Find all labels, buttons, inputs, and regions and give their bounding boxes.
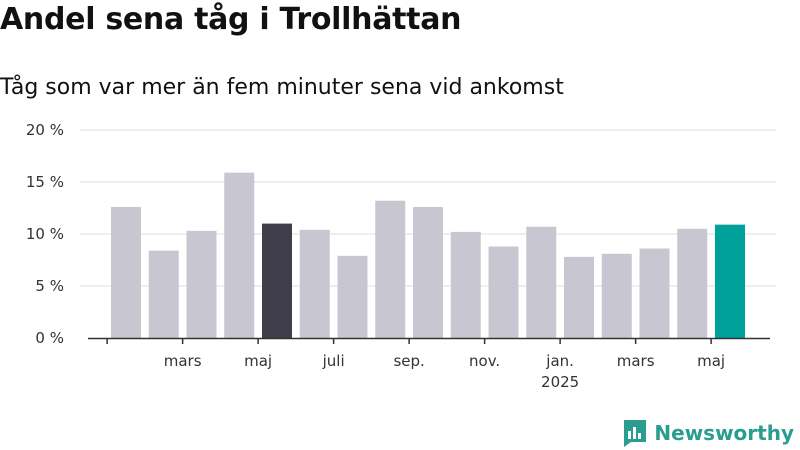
bar [299,229,330,338]
x-tick-label: mars [617,352,655,370]
x-tick-label: juli [322,352,345,370]
bar [262,223,292,338]
x-tick-label: maj [697,352,725,370]
x-tick-label: jan. [545,352,574,370]
x-tick-label: mars [164,352,202,370]
bar [224,172,255,338]
x-axis: mars maj juli sep. nov. jan. 2025 mars maj [88,337,770,391]
bar [488,246,519,338]
bar [601,253,632,338]
x-tick-sublabel: 2025 [541,373,579,391]
bar [186,230,217,338]
chart-title: Andel sena tåg i Trollhättan [0,2,462,37]
y-axis-ticks: 0 % 5 % 10 % 15 % 20 % [26,121,64,347]
bar [148,250,179,338]
bar [677,228,708,338]
x-tick-label: maj [244,352,272,370]
x-tick-label: nov. [469,352,500,370]
bar [450,231,481,338]
chart-subtitle: Tåg som var mer än fem minuter sena vid … [0,75,564,100]
bar [564,256,594,338]
bars [111,172,745,338]
newsworthy-brand: Newsworthy [622,418,794,448]
bar [375,200,406,338]
x-tick-label: sep. [393,352,424,370]
bar-chart-logo-icon [624,420,647,447]
brand-name: Newsworthy [654,421,794,445]
bar [413,206,443,338]
y-tick-label: 15 % [26,173,64,191]
bar [715,224,745,338]
y-tick-label: 0 % [35,329,64,347]
y-tick-label: 20 % [26,121,64,139]
bar [526,226,557,338]
bar [639,248,670,338]
bar [337,255,368,338]
bar [111,206,141,338]
y-tick-label: 10 % [26,225,64,243]
y-tick-label: 5 % [35,277,64,295]
